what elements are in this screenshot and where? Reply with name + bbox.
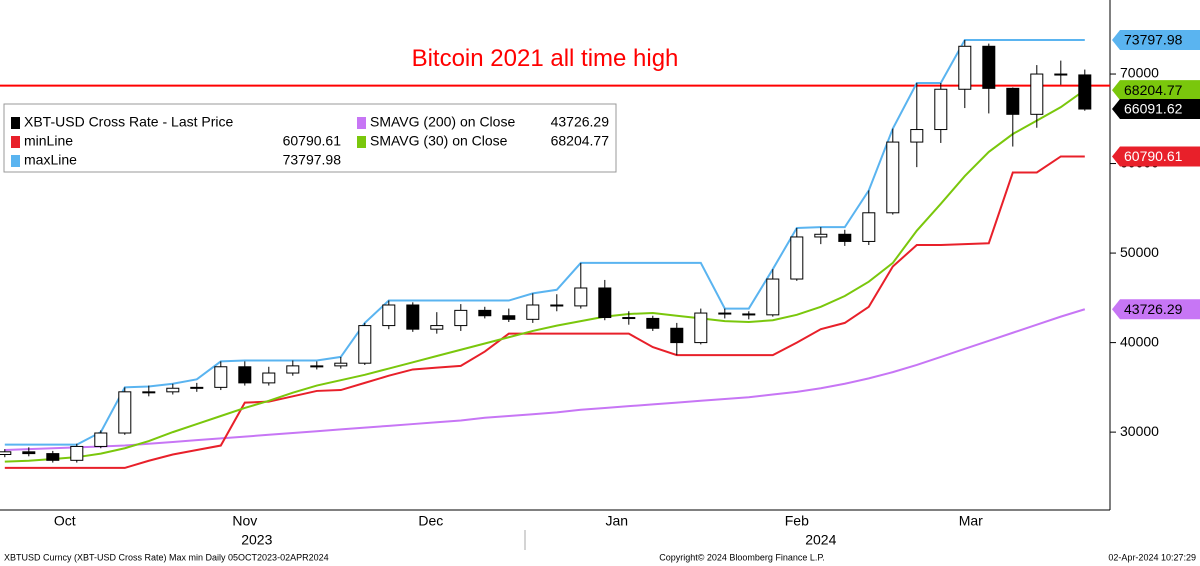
candle-body [142, 391, 156, 394]
legend-value: 68204.77 [551, 133, 610, 149]
candle-body [286, 365, 300, 374]
year-label: 2023 [241, 532, 272, 548]
legend-value: 43726.29 [551, 114, 610, 130]
candle-body [1006, 87, 1020, 115]
candle-body [550, 304, 564, 307]
legend-swatch [11, 136, 20, 148]
candle-body [838, 233, 852, 242]
line-series [4, 155, 1085, 469]
candle-body [934, 88, 948, 131]
legend-swatch [357, 117, 366, 129]
x-tick-label: Oct [54, 513, 76, 529]
legend-swatch [357, 136, 366, 148]
legend-swatch [11, 117, 20, 129]
candle-body [742, 313, 756, 316]
candle-body [598, 287, 612, 319]
candle-body [118, 391, 132, 434]
candle-body [46, 453, 60, 461]
legend-label: maxLine [24, 152, 77, 168]
y-tick-label: 50000 [1120, 244, 1159, 260]
annotation-text: Bitcoin 2021 all time high [412, 45, 679, 72]
candle-body [94, 432, 108, 447]
legend-box [3, 103, 617, 173]
candle-body [0, 451, 12, 455]
candle-body [790, 236, 804, 280]
candle-body [430, 325, 444, 330]
candle-body [454, 309, 468, 327]
footer-right: 02-Apr-2024 10:27:29 [1108, 552, 1196, 562]
y-tick-label: 30000 [1120, 423, 1159, 439]
candle-body [262, 372, 276, 384]
candle-body [310, 365, 324, 368]
candle-body [22, 451, 36, 455]
line-series [4, 39, 1085, 446]
x-tick-label: Mar [959, 513, 983, 529]
candle-body [1030, 73, 1044, 115]
candle-body [334, 362, 348, 367]
x-tick-label: Jan [606, 513, 629, 529]
min-badge: 60790.61 [1124, 148, 1183, 164]
legend-label: SMAVG (30) on Close [370, 133, 508, 149]
x-tick-label: Feb [785, 513, 809, 529]
candle-body [622, 317, 636, 320]
candle-body [862, 212, 876, 242]
candle-body [982, 45, 996, 89]
candle-body [1078, 74, 1092, 110]
candle-body [718, 312, 732, 315]
candle-body [910, 129, 924, 143]
candle-body [766, 278, 780, 316]
min-badge-shape [1112, 146, 1200, 167]
candle-body [694, 312, 708, 344]
candle-body [526, 304, 540, 320]
x-tick-label: Dec [418, 513, 443, 529]
price-badge: 66091.62 [1124, 101, 1183, 117]
max-badge: 73797.98 [1124, 32, 1183, 48]
candle-body [70, 445, 84, 461]
max-badge-shape [1112, 30, 1200, 51]
candle-body [1054, 73, 1068, 76]
sma200-badge: 43726.29 [1124, 301, 1183, 317]
candle-body [958, 45, 972, 90]
x-tick-label: Nov [232, 513, 257, 529]
footer-left: XBTUSD Curncy (XBT-USD Cross Rate) Max m… [4, 552, 329, 562]
candle-body [502, 315, 516, 320]
legend: XBT-USD Cross Rate - Last Price minLine 60… [3, 103, 617, 173]
candle-body [166, 387, 180, 393]
candle-body [814, 233, 828, 238]
candle-body [382, 304, 396, 327]
year-label: 2024 [805, 532, 836, 548]
legend-value: 73797.98 [283, 152, 342, 168]
candle-body [238, 366, 252, 384]
candle-body [214, 366, 228, 388]
sma30-badge: 68204.77 [1124, 82, 1183, 98]
legend-value: 60790.61 [283, 133, 342, 149]
price-badge-shape [1112, 99, 1200, 120]
footer-center: Copyright© 2024 Bloomberg Finance L.P. [659, 552, 825, 562]
candle-body [670, 327, 684, 344]
candle-body [574, 287, 588, 307]
candle-body [478, 309, 492, 317]
y-tick-label: 70000 [1120, 65, 1159, 81]
legend-swatch [11, 155, 20, 167]
line-series [4, 89, 1086, 463]
y-tick-label: 40000 [1120, 333, 1159, 349]
sma30-badge-shape [1112, 80, 1200, 101]
line-series [4, 308, 1086, 452]
candle-body [646, 317, 660, 329]
legend-label: minLine [24, 133, 73, 149]
candle-body [190, 386, 204, 389]
sma200-badge-shape [1112, 299, 1200, 320]
legend-label: SMAVG (200) on Close [370, 114, 515, 130]
legend-label: XBT-USD Cross Rate - Last Price [24, 114, 233, 130]
candle-body [886, 141, 900, 214]
candle-body [358, 325, 372, 364]
candle-body [406, 304, 420, 330]
